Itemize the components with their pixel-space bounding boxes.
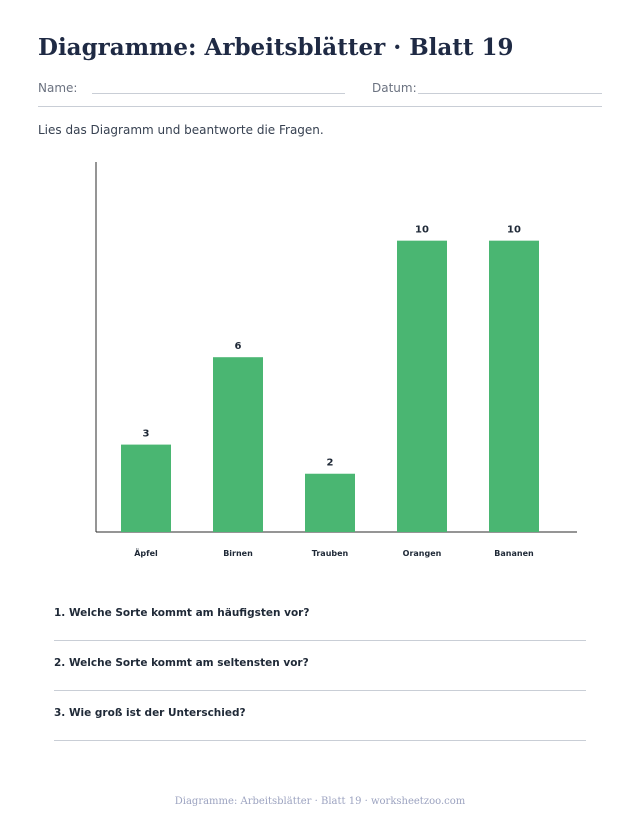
bar-value-label-2: 2: [327, 458, 334, 469]
bar-0: [121, 444, 171, 532]
question-2: 2. Welche Sorte kommt am seltensten vor?: [54, 657, 309, 669]
category-label-1: Birnen: [223, 549, 253, 558]
bar-2: [305, 473, 355, 532]
footer: Diagramme: Arbeitsblätter · Blatt 19 · w…: [174, 796, 466, 807]
bar-3: [397, 240, 447, 532]
bar-value-label-4: 10: [507, 225, 521, 236]
category-label-2: Trauben: [312, 549, 349, 558]
category-label-0: Äpfel: [134, 548, 158, 558]
header-divider: [38, 106, 602, 107]
category-label-4: Bananen: [494, 549, 534, 558]
bar-value-label-0: 3: [143, 429, 150, 440]
question-3: 3. Wie groß ist der Unterschied?: [54, 707, 246, 719]
name-label: Name:: [38, 81, 78, 95]
bar-value-label-1: 6: [235, 341, 242, 352]
answer-line-1[interactable]: [54, 640, 586, 641]
bar-1: [213, 357, 263, 532]
date-label: Datum:: [372, 81, 417, 95]
answer-line-2[interactable]: [54, 690, 586, 691]
bar-value-label-3: 10: [415, 225, 429, 236]
answer-line-3[interactable]: [54, 740, 586, 741]
instruction-text: Lies das Diagramm und beantworte die Fra…: [38, 123, 324, 137]
date-field[interactable]: [418, 93, 602, 94]
name-field[interactable]: [92, 93, 345, 94]
bar-chart: 3 Äpfel 6 Birnen 2 Trauben 10 Orangen 10 Bananen: [95, 162, 577, 558]
page-title: Diagramme: Arbeitsblätter · Blatt 19: [38, 34, 514, 61]
bar-4: [489, 240, 539, 532]
category-label-3: Orangen: [403, 549, 442, 558]
question-1: 1. Welche Sorte kommt am häufigsten vor?: [54, 607, 310, 619]
